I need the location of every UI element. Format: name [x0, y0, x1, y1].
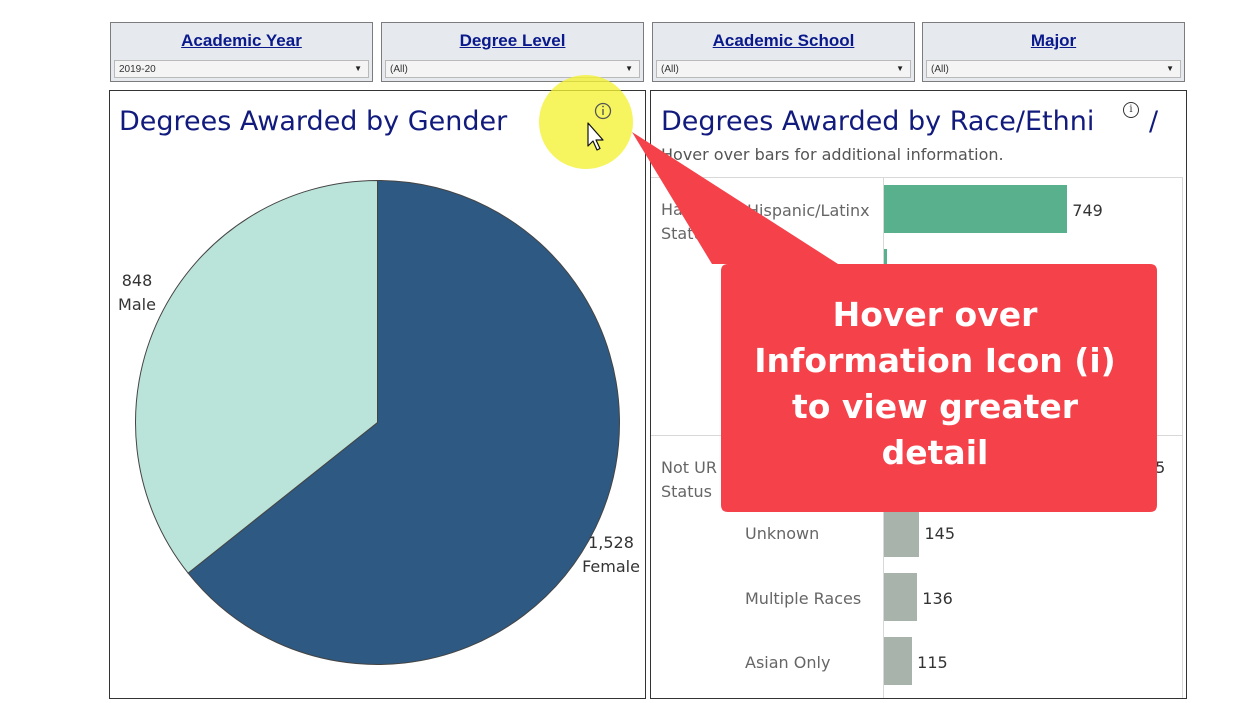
filter-academic-school-title[interactable]: Academic School — [712, 31, 855, 50]
filter-academic-school: Academic School (All) ▼ — [652, 22, 915, 82]
pie-slice-male[interactable] — [135, 179, 378, 574]
group-label-urm-line1: Has — [661, 200, 692, 219]
filter-degree-level: Degree Level (All) ▼ — [381, 22, 644, 82]
dropdown-arrow-icon[interactable]: ▼ — [1166, 64, 1174, 73]
academic-school-select[interactable]: (All) ▼ — [656, 60, 911, 78]
dropdown-arrow-icon[interactable]: ▼ — [625, 64, 633, 73]
filter-major: Major (All) ▼ — [922, 22, 1185, 82]
group-label-not-urm-line1: Not UR — [661, 458, 717, 477]
callout-line-1: Hover over — [832, 295, 1038, 334]
academic-year-value: 2019-20 — [119, 64, 156, 75]
gender-panel: Degrees Awarded by Gender 848 Male 1,528… — [109, 90, 646, 699]
dropdown-arrow-icon[interactable]: ▼ — [896, 64, 904, 73]
label-asian-only: Asian Only — [745, 653, 831, 672]
bars-top-rule — [651, 177, 1182, 178]
bar-hispanic-latinx[interactable] — [884, 185, 1068, 233]
female-category-label: Female — [582, 557, 640, 576]
pie-label-male: 848 Male — [112, 269, 162, 317]
male-value-label: 848 — [121, 271, 153, 290]
value-multiple-races: 136 — [922, 589, 953, 608]
value-asian-only: 115 — [917, 653, 948, 672]
male-category-label: Male — [118, 295, 156, 314]
race-panel-subtitle: Hover over bars for additional informati… — [661, 145, 1004, 164]
gender-pie-chart — [135, 179, 620, 665]
academic-school-value: (All) — [661, 64, 679, 75]
dropdown-arrow-icon[interactable]: ▼ — [354, 64, 362, 73]
group-label-urm-line2: Status — [661, 224, 712, 243]
group-label-not-urm-line2: Status — [661, 482, 712, 501]
callout-line-4: detail — [881, 433, 989, 472]
info-circle-icon[interactable]: i — [1123, 102, 1139, 118]
major-select[interactable]: (All) ▼ — [926, 60, 1181, 78]
value-hispanic-latinx: 749 — [1072, 201, 1103, 220]
value-unknown: 145 — [924, 524, 956, 543]
group-label-urm: Has Status — [661, 198, 712, 246]
callout-line-2: Information Icon (i) — [754, 341, 1116, 380]
label-unknown: Unknown — [745, 524, 820, 543]
callout-text: Hover over Information Icon (i) to view … — [720, 292, 1150, 476]
female-value-label: 1,528 — [588, 533, 634, 552]
race-panel-title-tail: / — [1149, 106, 1159, 137]
filter-academic-year-title[interactable]: Academic Year — [181, 31, 302, 50]
bar-urm-second[interactable] — [884, 249, 887, 297]
label-hispanic-latinx: Hispanic/Latinx — [747, 201, 870, 220]
race-panel-title: Degrees Awarded by Race/Ethni — [661, 106, 1095, 137]
bars-right-rule — [1182, 177, 1183, 698]
major-value: (All) — [931, 64, 949, 75]
bar-multiple-races[interactable] — [884, 573, 918, 621]
academic-year-select[interactable]: 2019-20 ▼ — [114, 60, 369, 78]
degree-level-value: (All) — [390, 64, 408, 75]
pie-label-female: 1,528 Female — [579, 531, 643, 579]
bar-unknown[interactable] — [884, 509, 920, 557]
callout-line-3: to view greater — [791, 387, 1079, 426]
filter-academic-year: Academic Year 2019-20 ▼ — [110, 22, 373, 82]
filter-degree-level-title[interactable]: Degree Level — [459, 31, 566, 50]
gender-panel-title: Degrees Awarded by Gender — [119, 106, 508, 137]
filter-major-title[interactable]: Major — [1030, 31, 1077, 50]
pie-slice-female[interactable] — [187, 179, 620, 665]
label-multiple-races: Multiple Races — [745, 589, 862, 608]
group-label-not-urm: Not UR Status — [661, 456, 717, 504]
degree-level-select[interactable]: (All) ▼ — [385, 60, 640, 78]
bar-asian-only[interactable] — [884, 637, 913, 685]
